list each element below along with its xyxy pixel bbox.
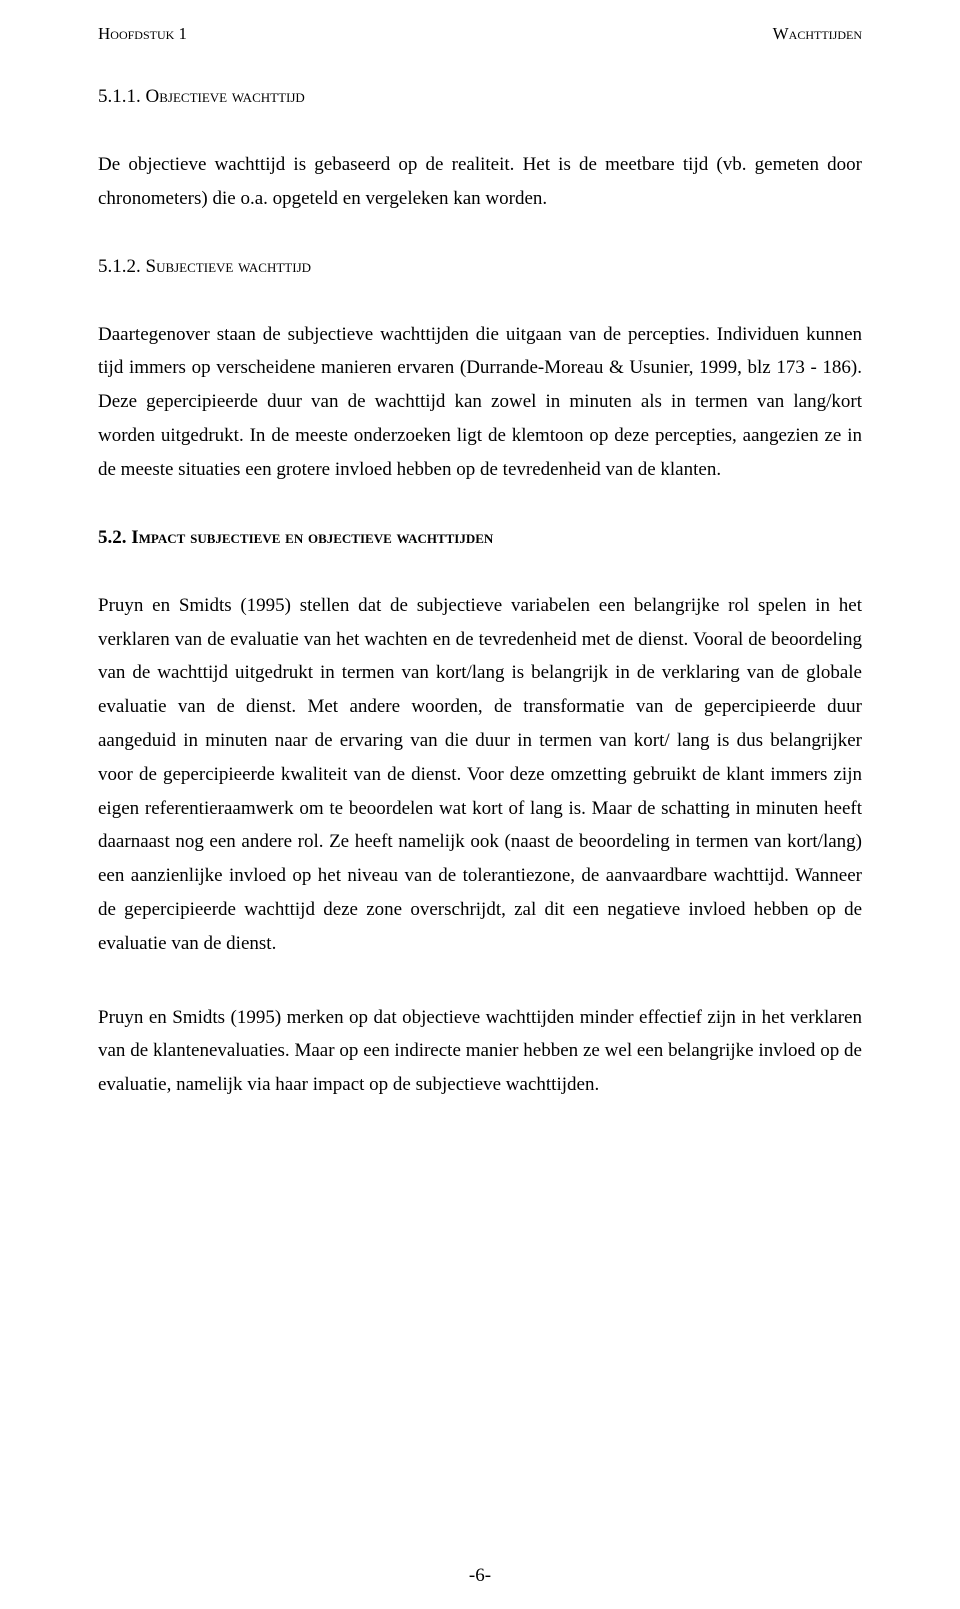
section-heading-512: 5.1.2. Subjectieve wachttijd: [98, 256, 862, 278]
header-topic: Wachttijden: [773, 24, 862, 44]
paragraph-512: Daartegenover staan de subjectieve wacht…: [98, 318, 862, 487]
paragraph-52-1: Pruyn en Smidts (1995) stellen dat de su…: [98, 589, 862, 961]
section-title: Objectieve wachttijd: [146, 86, 305, 107]
paragraph-52-2: Pruyn en Smidts (1995) merken op dat obj…: [98, 1001, 862, 1102]
section-number: 5.2.: [98, 527, 127, 548]
section-title: Subjectieve wachttijd: [146, 256, 312, 277]
section-number: 5.1.1.: [98, 86, 141, 107]
section-title: Impact subjectieve en objectieve wachtti…: [131, 527, 493, 548]
section-heading-52: 5.2. Impact subjectieve en objectieve wa…: [98, 527, 862, 549]
section-heading-511: 5.1.1. Objectieve wachttijd: [98, 86, 862, 108]
page-number: -6-: [0, 1565, 960, 1587]
running-header: Hoofdstuk 1 Wachttijden: [98, 24, 862, 44]
document-page: Hoofdstuk 1 Wachttijden 5.1.1. Objectiev…: [0, 0, 960, 1609]
header-chapter: Hoofdstuk 1: [98, 24, 187, 44]
section-number: 5.1.2.: [98, 256, 141, 277]
paragraph-511: De objectieve wachttijd is gebaseerd op …: [98, 148, 862, 216]
